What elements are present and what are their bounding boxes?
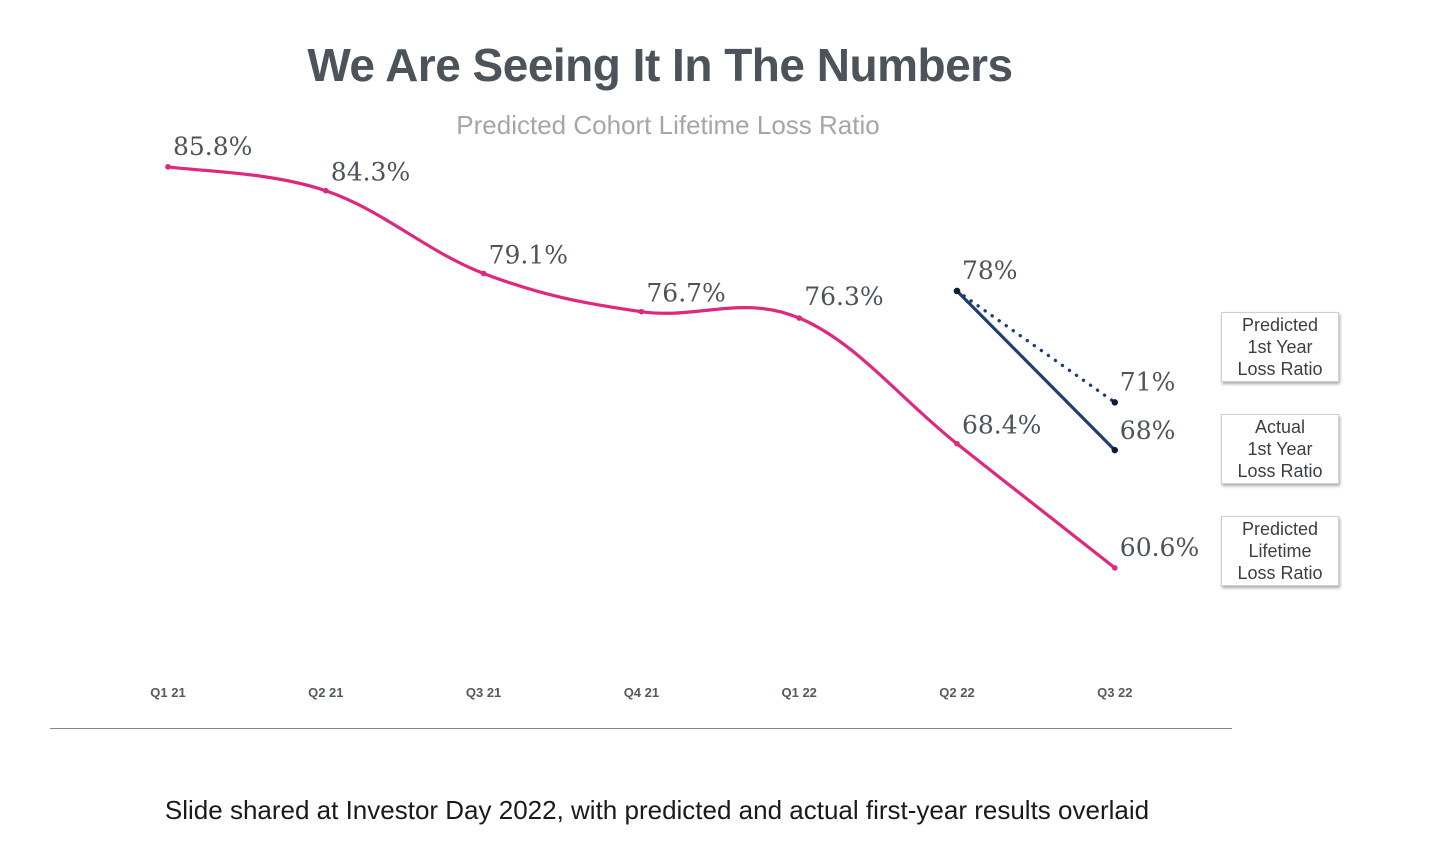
data-point xyxy=(1112,565,1118,571)
data-label: 78% xyxy=(962,256,1018,285)
data-point xyxy=(1111,399,1119,406)
data-label: 68.4% xyxy=(962,411,1041,440)
chart-title: We Are Seeing It In The Numbers xyxy=(307,39,1013,91)
series-lines xyxy=(166,165,1117,570)
value-labels: 85.8% 84.3% 79.1% 76.7% 76.3% 68.4% 60.6% 71% 78… xyxy=(173,132,1199,562)
data-label: 76.7% xyxy=(646,279,725,308)
data-label: 71% xyxy=(1120,367,1176,396)
data-label: 79.1% xyxy=(489,240,568,269)
x-tick-label: Q3 22 xyxy=(1097,685,1132,700)
callout-predicted-lifetime: Predicted Lifetime Loss Ratio xyxy=(1221,516,1339,586)
callout-text: Predicted 1st Year Loss Ratio xyxy=(1237,315,1323,379)
divider-line xyxy=(50,728,1232,729)
x-tick-label: Q2 22 xyxy=(939,685,974,700)
x-axis-ticks: Q1 21 Q2 21 Q3 21 Q4 21 Q1 22 Q2 22 Q3 22 xyxy=(150,685,1132,700)
data-point xyxy=(638,308,645,315)
data-point xyxy=(480,270,487,277)
data-label: 76.3% xyxy=(804,282,883,311)
callout-text: Actual 1st Year Loss Ratio xyxy=(1237,417,1323,481)
x-tick-label: Q4 21 xyxy=(624,685,659,700)
data-point xyxy=(954,440,960,447)
callout-actual-first-year: Actual 1st Year Loss Ratio xyxy=(1221,414,1339,484)
data-label: 68% xyxy=(1120,416,1176,445)
x-tick-label: Q1 21 xyxy=(150,685,185,700)
data-label: 84.3% xyxy=(331,158,410,187)
series-line-2 xyxy=(955,289,1117,405)
data-point xyxy=(796,315,802,321)
data-label: 60.6% xyxy=(1120,533,1199,562)
chart-subtitle: Predicted Cohort Lifetime Loss Ratio xyxy=(456,110,880,140)
callout-predicted-first-year: Predicted 1st Year Loss Ratio xyxy=(1221,312,1339,382)
caption: Slide shared at Investor Day 2022, with … xyxy=(164,795,1150,825)
series-line-0 xyxy=(166,165,1117,570)
x-tick-label: Q1 22 xyxy=(781,685,816,700)
data-label: 85.8% xyxy=(173,132,252,161)
series-points xyxy=(165,164,1119,571)
data-point xyxy=(953,287,961,295)
data-point xyxy=(165,164,171,170)
x-tick-label: Q3 21 xyxy=(466,685,501,700)
data-point xyxy=(1111,446,1119,454)
x-tick-label: Q2 21 xyxy=(308,685,343,700)
series-line-1 xyxy=(955,289,1117,452)
callout-text: Predicted Lifetime Loss Ratio xyxy=(1237,519,1323,583)
data-point xyxy=(323,187,329,194)
